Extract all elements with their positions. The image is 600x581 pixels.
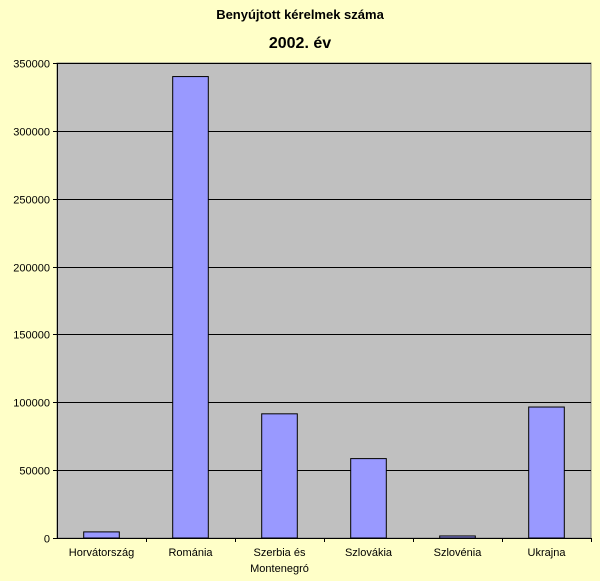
y-tick-label: 250000 [13,195,50,207]
bar [350,458,387,539]
y-tick-label: 200000 [13,263,50,275]
chart-subtitle: 2002. év [268,35,332,52]
y-tick-label: 150000 [13,330,50,342]
plot-area [56,62,592,539]
bar [172,76,209,539]
x-tick-label: Szlovákia [345,547,393,559]
chart-title: Benyújtott kérelmek száma [216,7,384,22]
bar [439,535,476,539]
y-tick-label: 300000 [13,127,50,139]
y-tick-label: 50000 [19,466,50,478]
y-tick-label: 350000 [13,59,50,71]
x-tick-label: Szerbia és [254,547,306,559]
bar [528,406,565,539]
x-tick-label: Montenegró [250,563,309,575]
bar [83,531,120,539]
x-tick-label: Horvátország [69,547,134,559]
x-tick-label: Románia [168,547,213,559]
y-tick-label: 100000 [13,398,50,410]
x-tick-label: Szlovénia [434,547,483,559]
bar [261,413,298,539]
y-tick-label: 0 [44,534,50,546]
x-tick-label: Ukrajna [528,547,567,559]
